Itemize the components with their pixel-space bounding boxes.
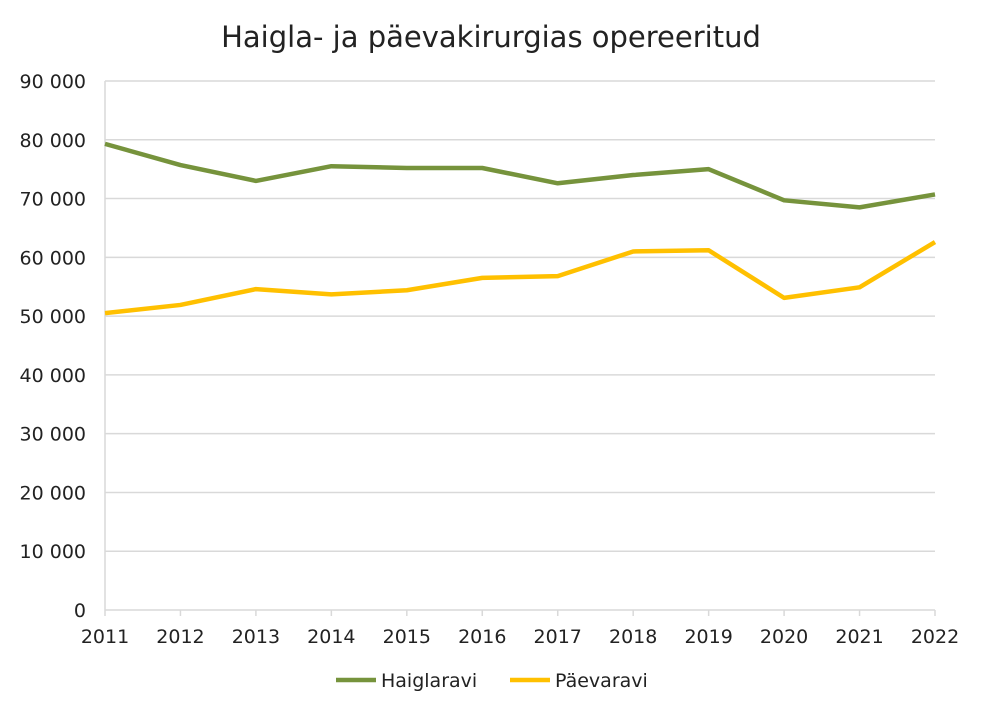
y-tick-label: 0	[74, 600, 86, 622]
y-tick-label: 60 000	[20, 247, 86, 269]
chart-title: Haigla- ja päevakirurgias opereeritud	[221, 20, 761, 54]
y-tick-label: 80 000	[20, 130, 86, 152]
x-tick-label: 2015	[383, 626, 431, 648]
y-tick-label: 40 000	[20, 365, 86, 387]
x-tick-label: 2011	[81, 626, 129, 648]
x-tick-label: 2019	[684, 626, 732, 648]
legend-label: Päevaravi	[555, 670, 648, 692]
y-tick-label: 10 000	[20, 541, 86, 563]
x-tick-label: 2018	[609, 626, 657, 648]
x-tick-label: 2013	[232, 626, 280, 648]
y-tick-label: 30 000	[20, 424, 86, 446]
y-tick-label: 90 000	[20, 71, 86, 93]
x-tick-label: 2022	[911, 626, 959, 648]
x-tick-label: 2014	[307, 626, 355, 648]
y-tick-label: 50 000	[20, 306, 86, 328]
x-tick-label: 2020	[760, 626, 808, 648]
x-tick-label: 2016	[458, 626, 506, 648]
x-tick-label: 2017	[534, 626, 582, 648]
series-line-päevaravi	[105, 242, 935, 313]
legend-label: Haiglaravi	[381, 670, 477, 692]
x-tick-label: 2021	[835, 626, 883, 648]
y-tick-label: 70 000	[20, 189, 86, 211]
y-tick-label: 20 000	[20, 482, 86, 504]
x-tick-label: 2012	[156, 626, 204, 648]
